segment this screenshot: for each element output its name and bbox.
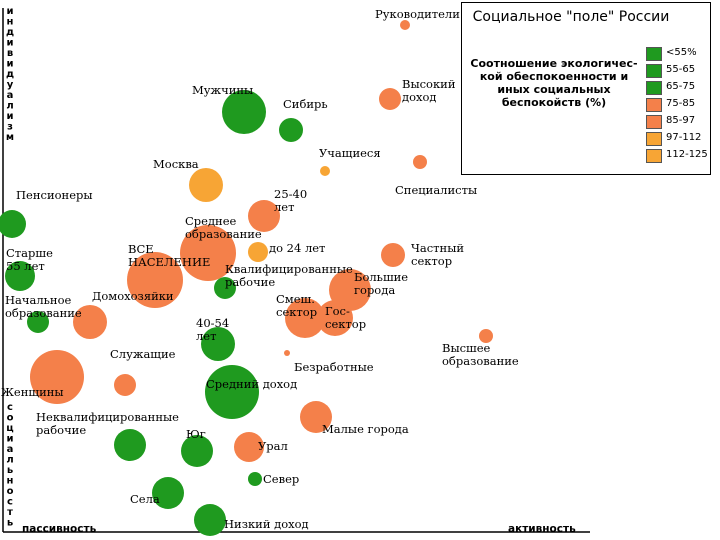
- legend-swatch: [646, 81, 662, 95]
- point-label-среднее-образование: Среднее образование: [185, 214, 262, 241]
- point-label-низкий-доход: Низкий доход: [224, 517, 309, 531]
- point-label-учащиеся: Учащиеся: [319, 146, 381, 160]
- legend-label: 75-85: [666, 98, 696, 109]
- legend-swatch: [646, 47, 662, 61]
- point-label-женщины: Женщины: [1, 385, 64, 399]
- bubble-высокий-доход: [379, 88, 401, 110]
- bubble-руководители: [400, 20, 410, 30]
- point-label-до-24-лет: до 24 лет: [269, 241, 325, 255]
- point-label-села: Села: [130, 492, 160, 506]
- bubble-москва: [189, 168, 223, 202]
- legend-label: 97-112: [666, 132, 702, 143]
- bubble-частный-сектор: [381, 243, 405, 267]
- axis-word-layer: и н д и в и д у а л и з м с о ц и а л ь н о с т ь: [6, 6, 14, 529]
- legend-swatch: [646, 98, 662, 112]
- bubble-женщины: [30, 350, 84, 404]
- point-label-частный-сектор: Частный сектор: [411, 241, 464, 268]
- bubble-средний-доход: [205, 365, 259, 419]
- point-label-специалисты: Специалисты: [395, 183, 477, 197]
- legend-label: 85-97: [666, 115, 696, 126]
- bubble-специалисты: [413, 155, 427, 169]
- point-label-север: Север: [263, 472, 299, 486]
- label-layer: Руководители Высокий доход Мужчины Сибирь Уча…: [1, 7, 519, 531]
- legend-box: Социальное "поле" России Соотношение эко…: [461, 2, 711, 175]
- point-label-юг: Юг: [186, 427, 206, 441]
- point-label-малые-города: Малые города: [322, 422, 409, 436]
- bubble-учащиеся: [320, 166, 330, 176]
- point-label-сибирь: Сибирь: [283, 97, 328, 111]
- point-label-высшее-образование: Высшее образование: [442, 341, 519, 368]
- x-axis-right-label: активность: [508, 523, 576, 535]
- bubble-сибирь: [279, 118, 303, 142]
- point-label-мужчины: Мужчины: [192, 83, 253, 97]
- bubble-до-24-лет: [248, 242, 268, 262]
- bubble-юг: [181, 435, 213, 467]
- point-label-старше-55-лет: Старше 55 лет: [6, 246, 53, 273]
- x-axis-left-label: пассивность: [22, 523, 97, 535]
- point-label-урал: Урал: [258, 439, 288, 453]
- point-label-40-54-лет: 40-54 лет: [196, 316, 229, 343]
- bubble-среднее-образование: [180, 225, 236, 281]
- bubble-служащие: [114, 374, 136, 396]
- point-label-пенсионеры: Пенсионеры: [16, 188, 93, 202]
- legend-swatch: [646, 115, 662, 129]
- bubble-гос-сектор: [317, 300, 353, 336]
- point-label-высокий-доход: Высокий доход: [402, 77, 456, 104]
- point-label-руководители: Руководители: [375, 7, 460, 21]
- bubble-мужчины: [222, 90, 266, 134]
- legend-label: 55-65: [666, 64, 696, 75]
- legend-title: Социальное "поле" России: [472, 9, 670, 25]
- bubble-домохозяйки: [73, 305, 107, 339]
- bubble-layer: [0, 20, 493, 536]
- bubble-начальное-образование: [27, 311, 49, 333]
- bubble-большие-города: [329, 269, 371, 311]
- bubble-все-население: [127, 252, 183, 308]
- bubble-высшее-образование: [479, 329, 493, 343]
- legend-label: 112-125: [666, 149, 708, 160]
- bubble-безработные: [284, 350, 290, 356]
- legend-swatch: [646, 132, 662, 146]
- point-label-25-40-лет: 25-40 лет: [274, 187, 307, 214]
- bubble-25-40-лет: [248, 200, 280, 232]
- point-label-начальное-образование: Начальное образование: [5, 293, 82, 320]
- point-label-москва: Москва: [153, 157, 199, 171]
- bubble-квалифицированные-рабочие: [214, 277, 236, 299]
- bubble-урал: [234, 432, 264, 462]
- point-label-неквалифицированные-рабочие: Неквалифицированные рабочие: [36, 410, 179, 437]
- point-label-средний-доход: Средний доход: [206, 377, 297, 391]
- point-label-квалифицированные-рабочие: Квалифицированные рабочие: [225, 262, 353, 289]
- legend-label: 65-75: [666, 81, 696, 92]
- bubble-низкий-доход: [194, 504, 226, 536]
- bubble-малые-города: [300, 401, 332, 433]
- point-label-служащие: Служащие: [110, 347, 176, 361]
- point-label-безработные: Безработные: [294, 360, 374, 374]
- bubble-40-54-лет: [201, 327, 235, 361]
- bubble-смеш-сектор: [285, 298, 325, 338]
- legend-swatch: [646, 64, 662, 78]
- point-label-смеш-сектор: Смеш. сектор: [276, 292, 317, 319]
- legend-subtitle: Соотношение экологичес- кой обеспокоенно…: [470, 57, 638, 109]
- point-label-домохозяйки: Домохозяйки: [92, 289, 174, 303]
- bubble-села: [152, 477, 184, 509]
- bubble-неквалифицированные-рабочие: [114, 429, 146, 461]
- legend-label: <55%: [666, 47, 697, 58]
- legend-swatch: [646, 149, 662, 163]
- point-label-большие-города: Большие города: [354, 270, 408, 297]
- point-label-гос-сектор: Гос-сектор: [325, 304, 366, 331]
- bubble-пенсионеры: [0, 210, 26, 238]
- bubble-север: [248, 472, 262, 486]
- point-label-все-население: ВСЕ НАСЕЛЕНИЕ: [128, 242, 210, 269]
- bubble-старше-55-лет: [5, 261, 35, 291]
